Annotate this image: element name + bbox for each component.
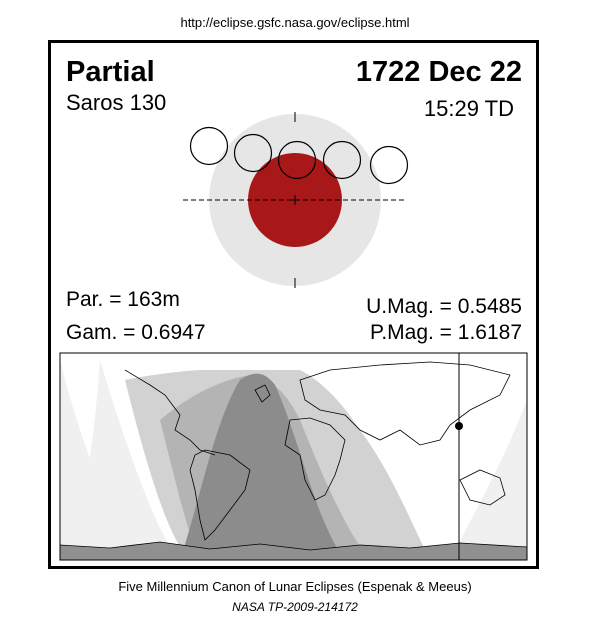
footer-citation: Five Millennium Canon of Lunar Eclipses …: [118, 579, 471, 594]
penumbral-zone: [60, 360, 527, 560]
eclipse-type: Partial: [66, 56, 155, 88]
gamma: Gam. = 0.6947: [66, 321, 206, 344]
subsolar-point: [455, 422, 463, 430]
penumbral-mag: P.Mag. = 1.6187: [370, 321, 522, 344]
duration: Par. = 163m: [66, 288, 180, 311]
time: 15:29 TD: [424, 96, 514, 121]
umbral-zone: [180, 373, 345, 560]
eclipse-date: 1722 Dec 22: [356, 56, 522, 88]
saros: Saros 130: [66, 90, 166, 115]
url: http://eclipse.gsfc.nasa.gov/eclipse.htm…: [180, 15, 409, 30]
moon-positions: [189, 126, 409, 185]
umbral-mag: U.Mag. = 0.5485: [366, 295, 522, 318]
coastlines: [124, 361, 511, 541]
footer-publication: NASA TP-2009-214172: [232, 600, 358, 614]
map-border: [59, 352, 528, 561]
map: [59, 352, 528, 561]
